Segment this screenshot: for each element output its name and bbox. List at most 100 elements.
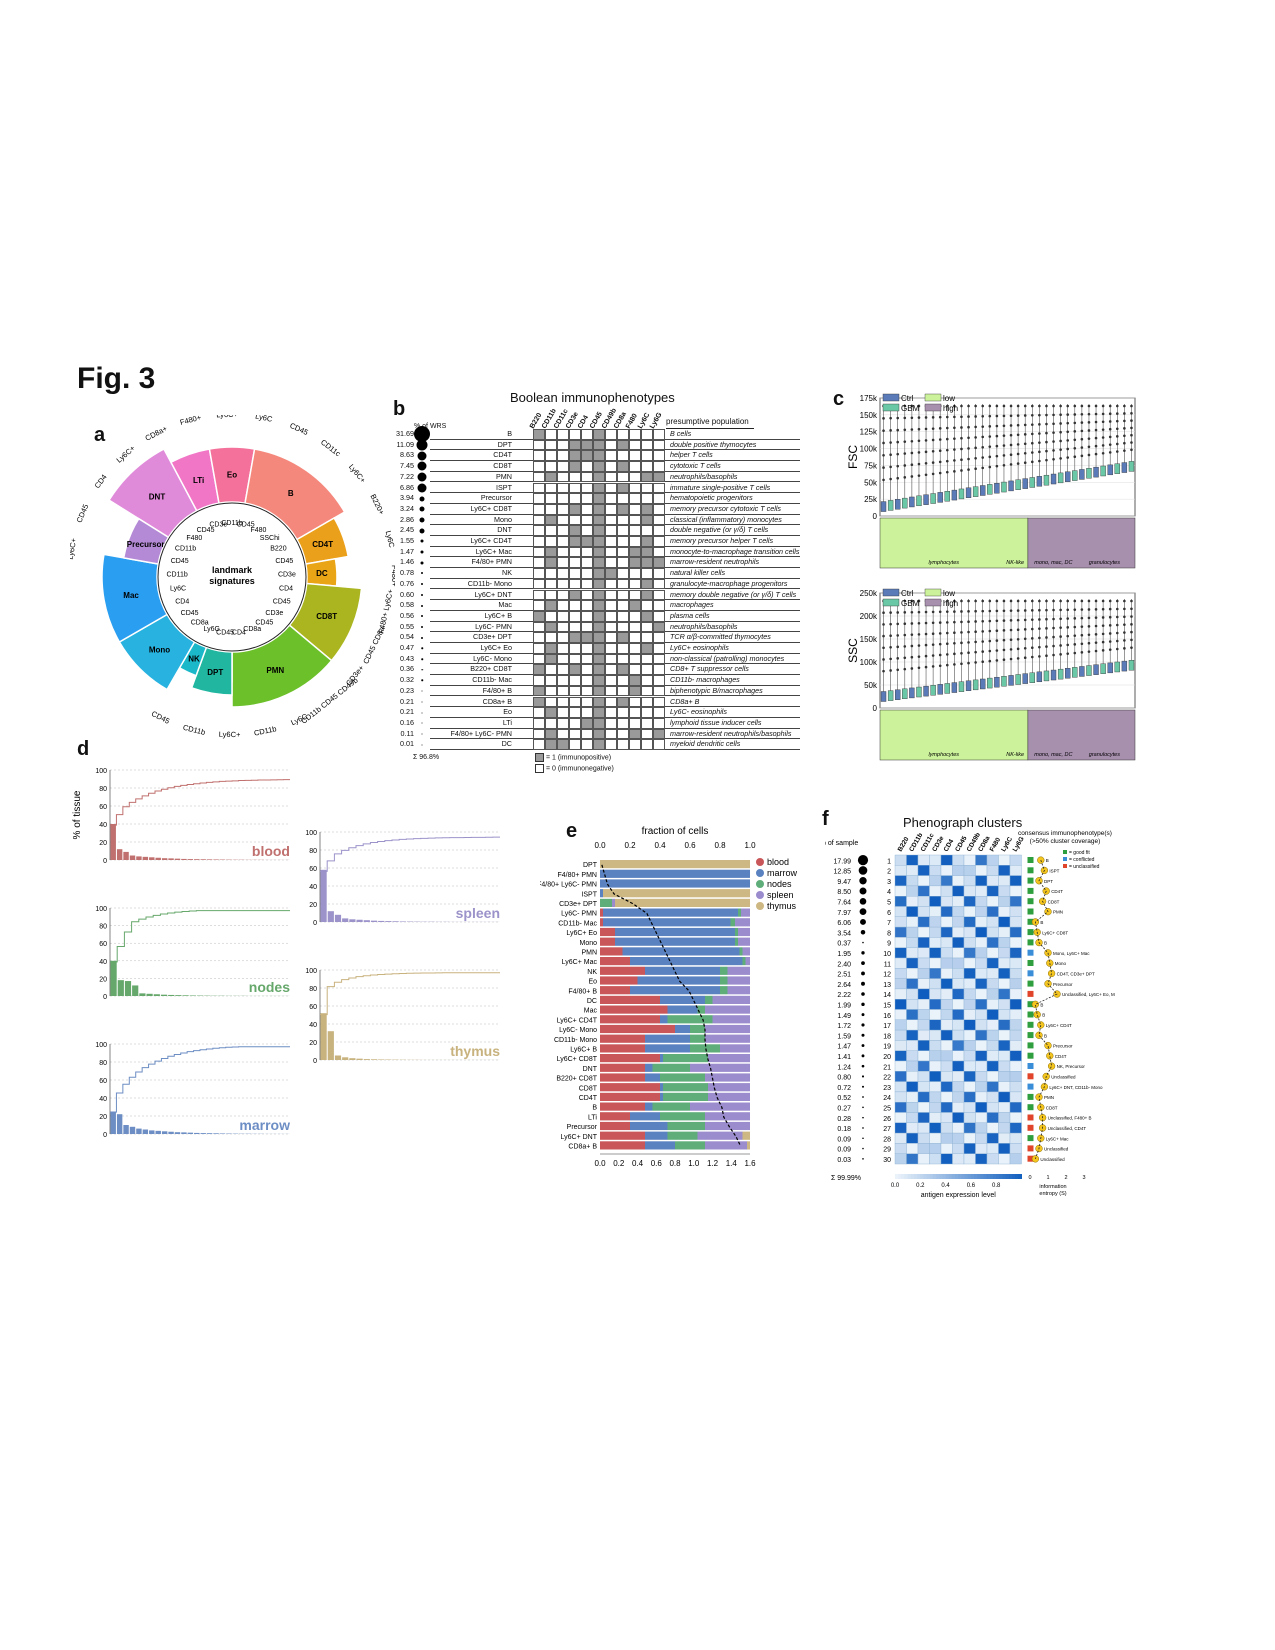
bool-cell (605, 503, 617, 515)
bool-cell (581, 589, 593, 601)
tick-label: 100 (95, 1042, 107, 1049)
tick-label: 100k (860, 658, 878, 667)
box (1029, 672, 1035, 683)
colorbar-tick: 0.4 (941, 1183, 950, 1189)
outlier-point (1030, 451, 1034, 454)
tick-label: 20 (99, 840, 107, 847)
outlier-point (917, 644, 921, 647)
bool-cell (617, 632, 629, 643)
outlier-point (1080, 633, 1084, 637)
box (972, 679, 979, 691)
outer-label: CD45 (75, 503, 91, 524)
heat-cell (986, 1091, 999, 1103)
heat-cell (906, 968, 919, 979)
bool-cell (641, 728, 653, 740)
entropy-point (1046, 959, 1054, 967)
outlier-point (1073, 625, 1077, 629)
bool-cell (593, 514, 605, 526)
bool-cell (653, 643, 665, 654)
consensus-label: Unclassified (1044, 1147, 1069, 1152)
bool-cell (545, 621, 557, 633)
cluster-pct: 1.95 (837, 951, 851, 958)
row-name: Eo (503, 707, 512, 717)
cluster-dot (857, 855, 869, 866)
outlier-point (896, 428, 900, 432)
stack-seg-spleen (727, 976, 750, 985)
bool-cell (533, 696, 545, 708)
outlier-point (931, 427, 935, 430)
bool-cell (629, 578, 641, 590)
heat-cell (894, 885, 907, 897)
tissue-label-nodes: nodes (249, 979, 290, 995)
tick-label: 75k (864, 461, 878, 470)
outlier-point (1115, 639, 1119, 643)
group-box-lymphocytes (879, 709, 1029, 761)
box (1128, 461, 1135, 472)
cumulative-line-spleen (320, 836, 500, 872)
heat-cell (940, 947, 953, 959)
outlier-point (1108, 443, 1112, 446)
outlier-point (1059, 608, 1062, 612)
outlier-point (1066, 626, 1070, 629)
heat-cell (940, 1040, 953, 1051)
cluster-pct: 1.24 (837, 1064, 851, 1071)
bool-cell (569, 461, 581, 472)
outlier-point (1023, 637, 1027, 641)
outlier-point (1045, 458, 1048, 462)
outlier-point (889, 646, 892, 649)
colorbar-seg (974, 1174, 978, 1179)
heat-cell (1009, 1153, 1022, 1165)
heat-cell (975, 926, 988, 938)
entropy-axis-label: information (1039, 1184, 1066, 1190)
box (1121, 462, 1128, 473)
outlier-point (910, 475, 914, 478)
outlier-point (924, 450, 928, 454)
outlier-point (1073, 643, 1077, 646)
outlier-point (1002, 619, 1006, 622)
heat-cell (917, 875, 930, 887)
group-label-mono-mac-dc: mono, mac, DC (1034, 560, 1072, 566)
bool-cell (617, 610, 629, 622)
entropy-point (1031, 1000, 1040, 1009)
bool-cell (617, 717, 629, 729)
heat-cell (975, 937, 988, 948)
bool-cell (605, 450, 617, 462)
heat-cell (998, 1153, 1011, 1165)
cluster-dot (861, 1002, 865, 1007)
bool-cell (629, 471, 641, 483)
outlier-point (1009, 638, 1013, 641)
outlier-point (1052, 449, 1055, 452)
outlier-point (1101, 599, 1105, 603)
bar-blood (181, 858, 187, 860)
bool-cell (533, 461, 545, 472)
entropy-tick: 1 (1046, 1175, 1049, 1181)
outlier-point (1123, 434, 1126, 438)
outer-label: CD11b (253, 724, 277, 738)
outlier-point (1073, 404, 1077, 408)
tick-label: 125k (860, 428, 878, 437)
row-pct: 7.45 (400, 461, 414, 471)
bool-cell (557, 525, 569, 536)
row-name: F4/80+ B (482, 685, 512, 695)
outlier-point (903, 599, 907, 603)
consensus-label: B (1042, 1013, 1045, 1018)
stack-seg-blood (600, 1073, 645, 1082)
row-pct: 0.47 (400, 643, 414, 652)
outlier-point (1023, 414, 1027, 417)
outlier-point (960, 610, 963, 613)
bool-cell (605, 471, 617, 483)
bool-cell (545, 643, 557, 654)
box (880, 691, 887, 702)
bar-thymus (378, 1059, 385, 1060)
outlier-point (1016, 609, 1020, 612)
heat-cell (963, 1060, 976, 1072)
colorbar-seg (951, 1174, 956, 1179)
bool-cell (581, 429, 593, 440)
heat-cell (952, 885, 965, 897)
outlier-point (910, 622, 914, 625)
stack-seg-thymus (615, 898, 750, 907)
heat-cell (929, 1009, 942, 1021)
row-label: CD3e+ DPT (559, 901, 598, 908)
heat-cell (894, 1040, 907, 1051)
box (1128, 659, 1135, 671)
